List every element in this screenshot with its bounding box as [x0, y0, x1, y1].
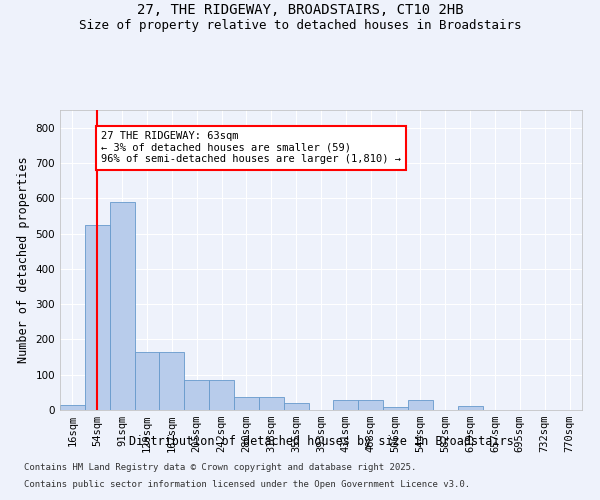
Bar — [60, 404, 85, 410]
Bar — [383, 407, 408, 410]
Text: 27, THE RIDGEWAY, BROADSTAIRS, CT10 2HB: 27, THE RIDGEWAY, BROADSTAIRS, CT10 2HB — [137, 2, 463, 16]
Bar — [259, 396, 284, 410]
Bar — [110, 202, 134, 410]
Bar — [184, 380, 209, 410]
Text: Contains HM Land Registry data © Crown copyright and database right 2025.: Contains HM Land Registry data © Crown c… — [24, 464, 416, 472]
Bar — [358, 400, 383, 410]
Bar — [234, 396, 259, 410]
Text: Contains public sector information licensed under the Open Government Licence v3: Contains public sector information licen… — [24, 480, 470, 489]
Bar — [284, 403, 308, 410]
Bar — [160, 352, 184, 410]
Bar — [458, 406, 482, 410]
Text: Size of property relative to detached houses in Broadstairs: Size of property relative to detached ho… — [79, 18, 521, 32]
Bar — [134, 352, 160, 410]
Y-axis label: Number of detached properties: Number of detached properties — [17, 156, 30, 364]
Bar — [209, 380, 234, 410]
Text: Distribution of detached houses by size in Broadstairs: Distribution of detached houses by size … — [128, 435, 514, 448]
Text: 27 THE RIDGEWAY: 63sqm
← 3% of detached houses are smaller (59)
96% of semi-deta: 27 THE RIDGEWAY: 63sqm ← 3% of detached … — [101, 131, 401, 164]
Bar — [408, 400, 433, 410]
Bar — [334, 400, 358, 410]
Bar — [85, 224, 110, 410]
